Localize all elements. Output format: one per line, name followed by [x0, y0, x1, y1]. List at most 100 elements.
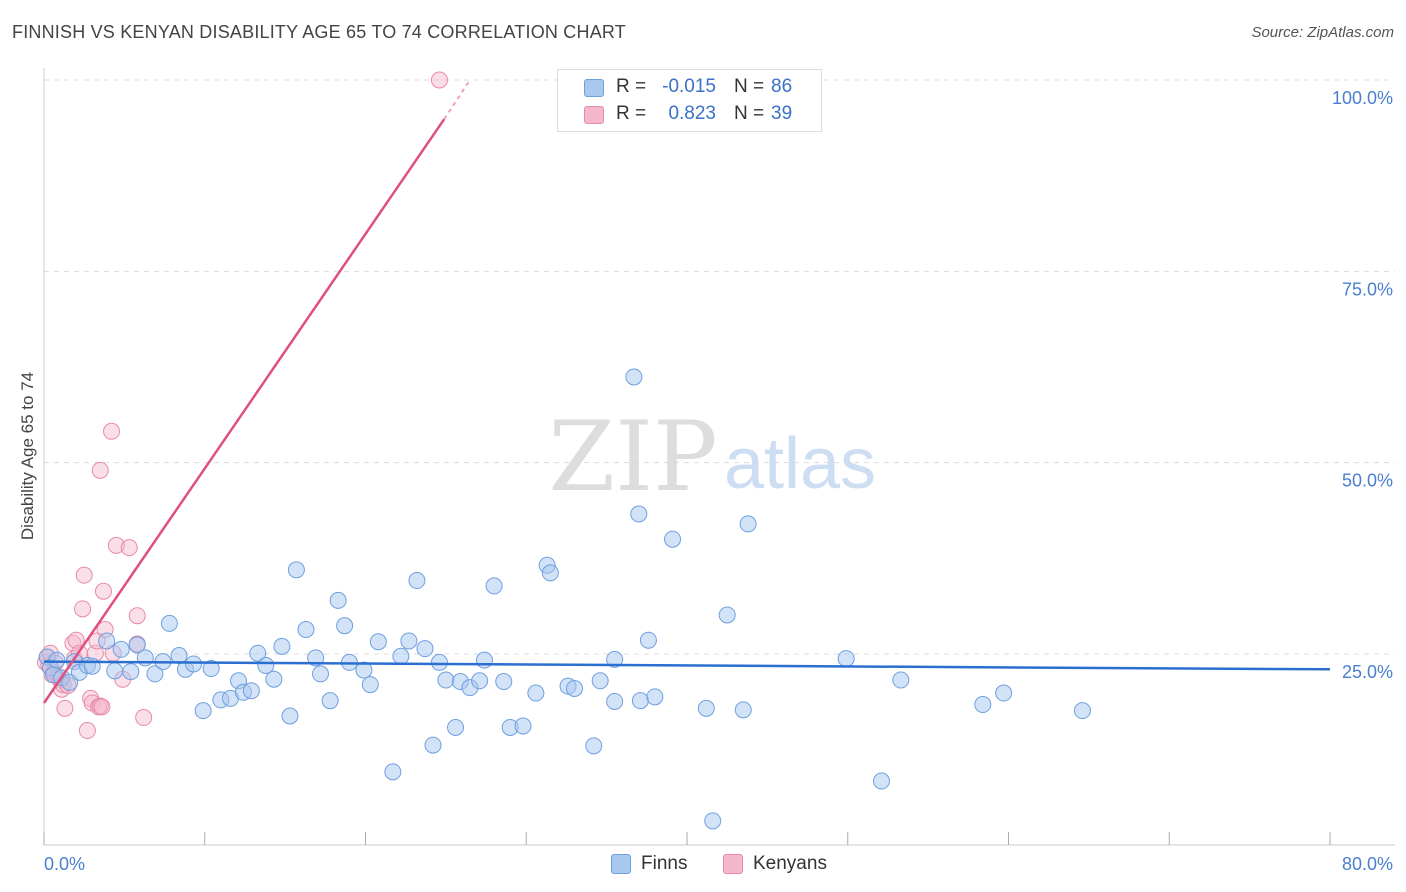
finns-point [739, 515, 757, 533]
finns-point [311, 665, 329, 683]
finns-point [297, 621, 315, 639]
finns-point [974, 696, 992, 714]
kenyans-point [120, 539, 138, 557]
kenyans-legend-label: Kenyans [753, 853, 827, 874]
finns-point [541, 564, 559, 582]
y-tick-label: 100.0% [1332, 88, 1393, 108]
y-tick-label: 25.0% [1342, 662, 1393, 682]
kenyans-point [78, 722, 96, 740]
finns-point [265, 670, 283, 688]
legend-r-label: R = [616, 103, 647, 124]
axes [43, 68, 1395, 846]
kenyans-point [93, 698, 111, 716]
kenyans-legend-swatch [723, 854, 743, 874]
y-axis-label: Disability Age 65 to 74 [18, 372, 37, 540]
finns-legend-swatch [611, 854, 631, 874]
kenyans-point [135, 709, 153, 727]
finns-point [704, 812, 722, 830]
kenyans-trendline-extension [443, 79, 471, 120]
legend-row-finns: R = -0.015 N = 86 [558, 74, 821, 100]
finns-point [437, 671, 455, 689]
finns-point [336, 617, 354, 635]
finns-point [630, 505, 648, 523]
finns-point [631, 692, 649, 710]
finns-point [606, 692, 624, 710]
finns-point [392, 647, 410, 665]
finns-point [416, 640, 434, 658]
finns-point [1073, 702, 1091, 720]
finns-point [184, 655, 202, 673]
finns-point [249, 644, 267, 662]
finns-point [329, 591, 347, 609]
finns-point [128, 636, 146, 654]
finns-point [408, 572, 426, 590]
kenyans-point [64, 634, 82, 652]
finns-point [307, 649, 325, 667]
finns-point [146, 665, 164, 683]
finns-point [447, 718, 465, 736]
finns-point [400, 632, 418, 650]
finns-point [194, 702, 212, 720]
legend-n-value: 39 [771, 103, 793, 124]
finns-point [384, 763, 402, 781]
trendlines [42, 79, 1331, 704]
finns-point [646, 688, 664, 706]
chart-title: FINNISH VS KENYAN DISABILITY AGE 65 TO 7… [12, 22, 626, 42]
finns-point [837, 650, 855, 668]
finns-point [514, 717, 532, 735]
finns-point [485, 577, 503, 595]
kenyans-point [107, 536, 125, 554]
finns-point [606, 650, 624, 668]
finns-point [369, 633, 387, 651]
legend-n-value: 86 [771, 76, 793, 97]
legend-r-value: 0.823 [668, 103, 716, 124]
kenyans-point [75, 566, 93, 584]
finns-point [257, 656, 275, 674]
finns-point [664, 530, 682, 548]
finns-point [718, 606, 736, 624]
x-tick-label: 80.0% [1342, 854, 1393, 874]
finns-point [591, 672, 609, 690]
finns-point [625, 368, 643, 386]
finns-point [83, 657, 101, 675]
finns-point [106, 662, 124, 680]
finns-point [475, 651, 493, 669]
finns-point [122, 663, 140, 681]
finns-point [424, 736, 442, 754]
finns-point [565, 679, 583, 697]
finns-point [98, 632, 116, 650]
gridlines [44, 79, 1395, 655]
kenyans-point [56, 699, 74, 717]
finns-point [873, 772, 891, 790]
kenyans-point [94, 582, 112, 600]
y-tick-label: 50.0% [1342, 471, 1393, 491]
watermark: ZIP atlas [548, 401, 876, 513]
finns-swatch [584, 79, 604, 97]
finns-point [273, 637, 291, 655]
finns-legend-label: Finns [641, 853, 688, 874]
legend: R = -0.015 N = 86 R = 0.823 N = 39 [557, 69, 822, 132]
finns-point [160, 614, 178, 632]
finns-point [287, 561, 305, 579]
kenyans-point [91, 697, 109, 715]
kenyans-swatch [584, 106, 604, 124]
finns-point [281, 707, 299, 725]
source-label: Source: ZipAtlas.com [1251, 24, 1394, 41]
finns-point [355, 661, 373, 679]
finns-point [48, 651, 66, 669]
finns-point [734, 701, 752, 719]
finns-trendline [43, 660, 1331, 671]
finns-point [321, 692, 339, 710]
kenyans-point [91, 461, 109, 479]
legend-r-label: R = [616, 76, 647, 97]
finns-point [527, 684, 545, 702]
finns-point [430, 653, 448, 671]
legend-row-kenyans: R = 0.823 N = 39 [558, 101, 821, 127]
finns-point [585, 737, 603, 755]
finns-point [242, 682, 260, 700]
finns-point [639, 631, 657, 649]
kenyans-point [103, 422, 121, 440]
kenyans-point [74, 600, 92, 618]
kenyans-point [67, 631, 85, 649]
